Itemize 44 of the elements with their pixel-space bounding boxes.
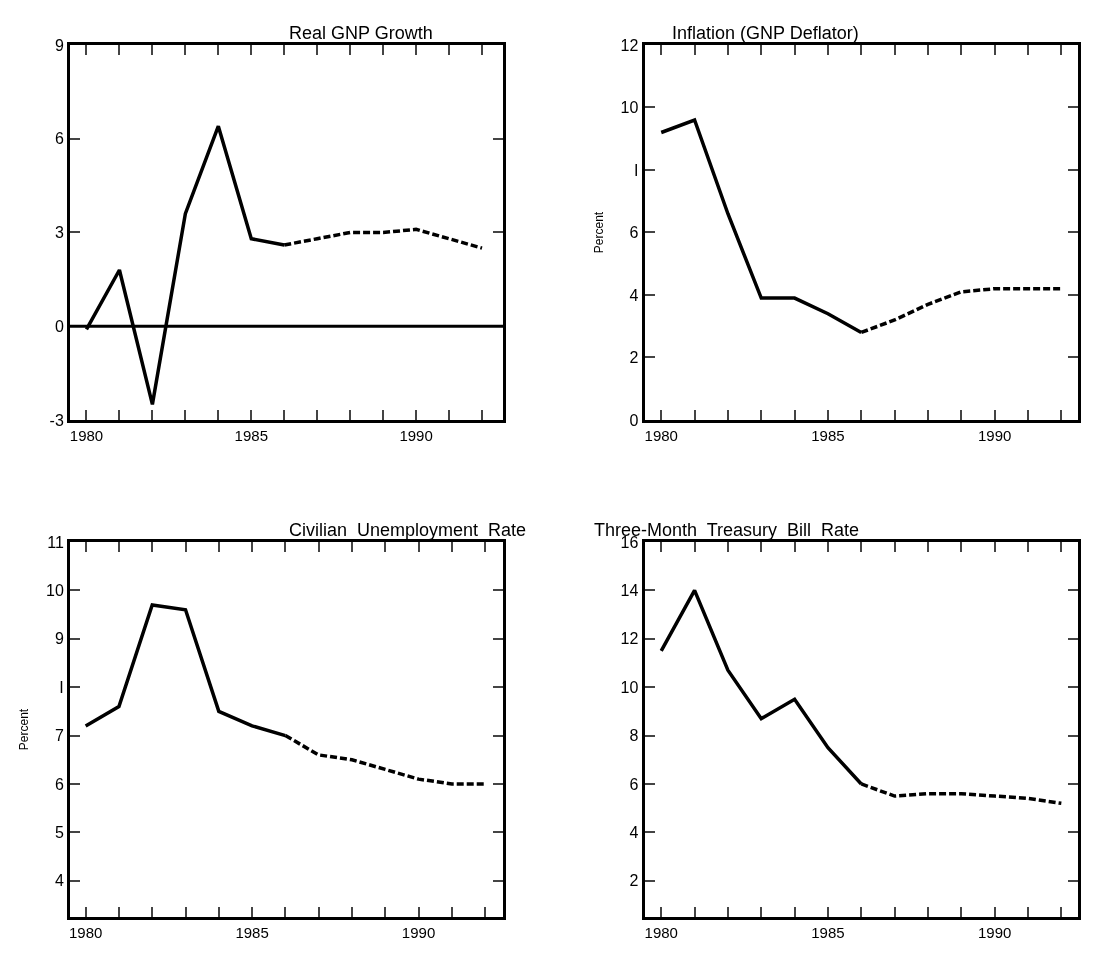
x-tick-label: 1980 bbox=[69, 426, 104, 444]
x-tick-label: 1980 bbox=[644, 924, 678, 941]
y-axis-title: Percent bbox=[17, 708, 32, 751]
y-tick-label: 11 bbox=[47, 533, 64, 551]
x-tick-label: 1980 bbox=[68, 924, 103, 941]
chart-title: Real GNP Growth bbox=[289, 23, 433, 43]
y-axis-title: Percent bbox=[591, 211, 606, 254]
y-tick-label: 14 bbox=[620, 582, 639, 600]
x-tick-label: 1985 bbox=[811, 924, 845, 941]
y-tick-label: 0 bbox=[54, 317, 64, 335]
y-tick-label: 2 bbox=[629, 872, 639, 890]
chart-title: Inflation (GNP Deflator) bbox=[672, 23, 859, 43]
x-tick-label: 1985 bbox=[234, 426, 268, 444]
y-tick-label: 6 bbox=[629, 224, 639, 242]
x-tick-label: 1985 bbox=[235, 924, 269, 941]
y-tick-label: 12 bbox=[620, 630, 639, 648]
x-tick-label: 1990 bbox=[401, 924, 436, 941]
y-tick-label: 12 bbox=[620, 36, 639, 54]
y-tick-label: 2 bbox=[629, 349, 639, 367]
y-tick-label: 10 bbox=[620, 678, 639, 696]
y-tick-label: 10 bbox=[620, 99, 639, 117]
y-tick-label: 6 bbox=[54, 130, 64, 148]
chart-title: Civilian Unemployment Rate bbox=[289, 520, 527, 540]
y-tick-label: 6 bbox=[629, 775, 639, 793]
y-tick-label: 3 bbox=[54, 224, 64, 242]
y-tick-label: 4 bbox=[54, 872, 64, 890]
y-tick-label: 4 bbox=[629, 823, 639, 841]
x-tick-label: 1990 bbox=[399, 426, 433, 444]
y-tick-label: I bbox=[59, 678, 64, 696]
y-tick-label: 6 bbox=[54, 775, 64, 793]
y-tick-label: 0 bbox=[629, 411, 639, 429]
y-tick-label: 7 bbox=[54, 727, 64, 745]
y-tick-label: I bbox=[633, 161, 639, 179]
y-tick-label: 8 bbox=[629, 727, 639, 745]
y-tick-label: 9 bbox=[54, 36, 64, 54]
y-tick-label: -3 bbox=[49, 411, 64, 429]
y-tick-label: 5 bbox=[54, 823, 64, 841]
y-tick-label: 4 bbox=[629, 286, 639, 304]
x-tick-label: 1990 bbox=[977, 924, 1012, 941]
y-tick-label: 9 bbox=[54, 630, 64, 648]
y-tick-label: 10 bbox=[46, 582, 64, 600]
x-tick-label: 1985 bbox=[811, 426, 845, 444]
x-tick-label: 1980 bbox=[644, 426, 678, 444]
x-tick-label: 1990 bbox=[977, 426, 1012, 444]
